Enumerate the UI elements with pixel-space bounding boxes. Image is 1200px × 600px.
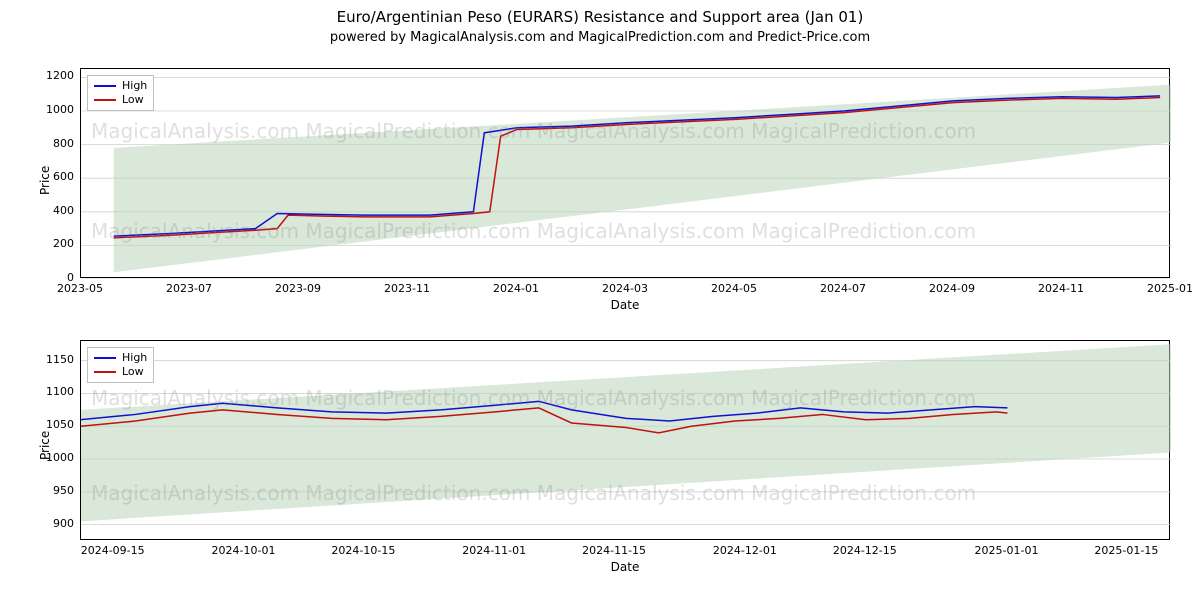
x-tick-label: 2024-07	[808, 282, 878, 295]
legend-swatch	[94, 371, 116, 373]
legend-label: Low	[122, 93, 144, 107]
x-tick-label: 2024-11-01	[459, 544, 529, 557]
x-tick-label: 2023-07	[154, 282, 224, 295]
legend-label: Low	[122, 365, 144, 379]
legend-item-low: Low	[94, 365, 147, 379]
bottom-chart-panel: MagicalAnalysis.com MagicalPrediction.co…	[80, 340, 1170, 540]
chart-subtitle-text: powered by MagicalAnalysis.com and Magic…	[330, 30, 870, 45]
legend-label: High	[122, 351, 147, 365]
x-tick-label: 2025-01	[1135, 282, 1200, 295]
y-tick-label: 400	[53, 204, 74, 217]
x-tick-label: 2024-12-15	[830, 544, 900, 557]
legend-item-low: Low	[94, 93, 147, 107]
y-tick-label: 950	[53, 484, 74, 497]
y-tick-label: 200	[53, 237, 74, 250]
x-tick-label: 2024-03	[590, 282, 660, 295]
y-tick-label: 1200	[46, 69, 74, 82]
x-tick-label: 2024-09	[917, 282, 987, 295]
x-tick-label: 2024-10-15	[328, 544, 398, 557]
x-tick-label: 2023-11	[372, 282, 442, 295]
legend-item-high: High	[94, 351, 147, 365]
figure: Euro/Argentinian Peso (EURARS) Resistanc…	[0, 0, 1200, 600]
y-tick-label: 600	[53, 170, 74, 183]
legend: High Low	[87, 75, 154, 111]
x-tick-label: 2023-05	[45, 282, 115, 295]
y-tick-label: 1000	[46, 451, 74, 464]
legend-swatch	[94, 99, 116, 101]
x-tick-label: 2023-09	[263, 282, 333, 295]
y-tick-label: 800	[53, 137, 74, 150]
x-tick-label: 2024-10-01	[209, 544, 279, 557]
x-tick-label: 2025-01-01	[972, 544, 1042, 557]
top-chart-panel: MagicalAnalysis.com MagicalPrediction.co…	[80, 68, 1170, 278]
x-tick-label: 2025-01-15	[1091, 544, 1161, 557]
x-tick-label: 2024-11	[1026, 282, 1096, 295]
y-axis-label: Price	[38, 166, 52, 195]
legend-label: High	[122, 79, 147, 93]
x-tick-label: 2024-05	[699, 282, 769, 295]
y-tick-label: 900	[53, 517, 74, 530]
legend-item-high: High	[94, 79, 147, 93]
x-axis-label: Date	[80, 560, 1170, 574]
y-tick-label: 1000	[46, 103, 74, 116]
top-chart-svg	[81, 69, 1171, 279]
y-tick-label: 1150	[46, 353, 74, 366]
chart-title-text: Euro/Argentinian Peso (EURARS) Resistanc…	[337, 8, 864, 26]
chart-subtitle: powered by MagicalAnalysis.com and Magic…	[0, 30, 1200, 45]
y-tick-label: 1050	[46, 418, 74, 431]
x-tick-label: 2024-09-15	[78, 544, 148, 557]
legend-swatch	[94, 357, 116, 359]
chart-title: Euro/Argentinian Peso (EURARS) Resistanc…	[0, 8, 1200, 26]
bottom-chart-svg	[81, 341, 1171, 541]
legend: High Low	[87, 347, 154, 383]
x-tick-label: 2024-01	[481, 282, 551, 295]
x-tick-label: 2024-11-15	[579, 544, 649, 557]
x-axis-label: Date	[80, 298, 1170, 312]
x-tick-label: 2024-12-01	[710, 544, 780, 557]
y-tick-label: 1100	[46, 385, 74, 398]
legend-swatch	[94, 85, 116, 87]
